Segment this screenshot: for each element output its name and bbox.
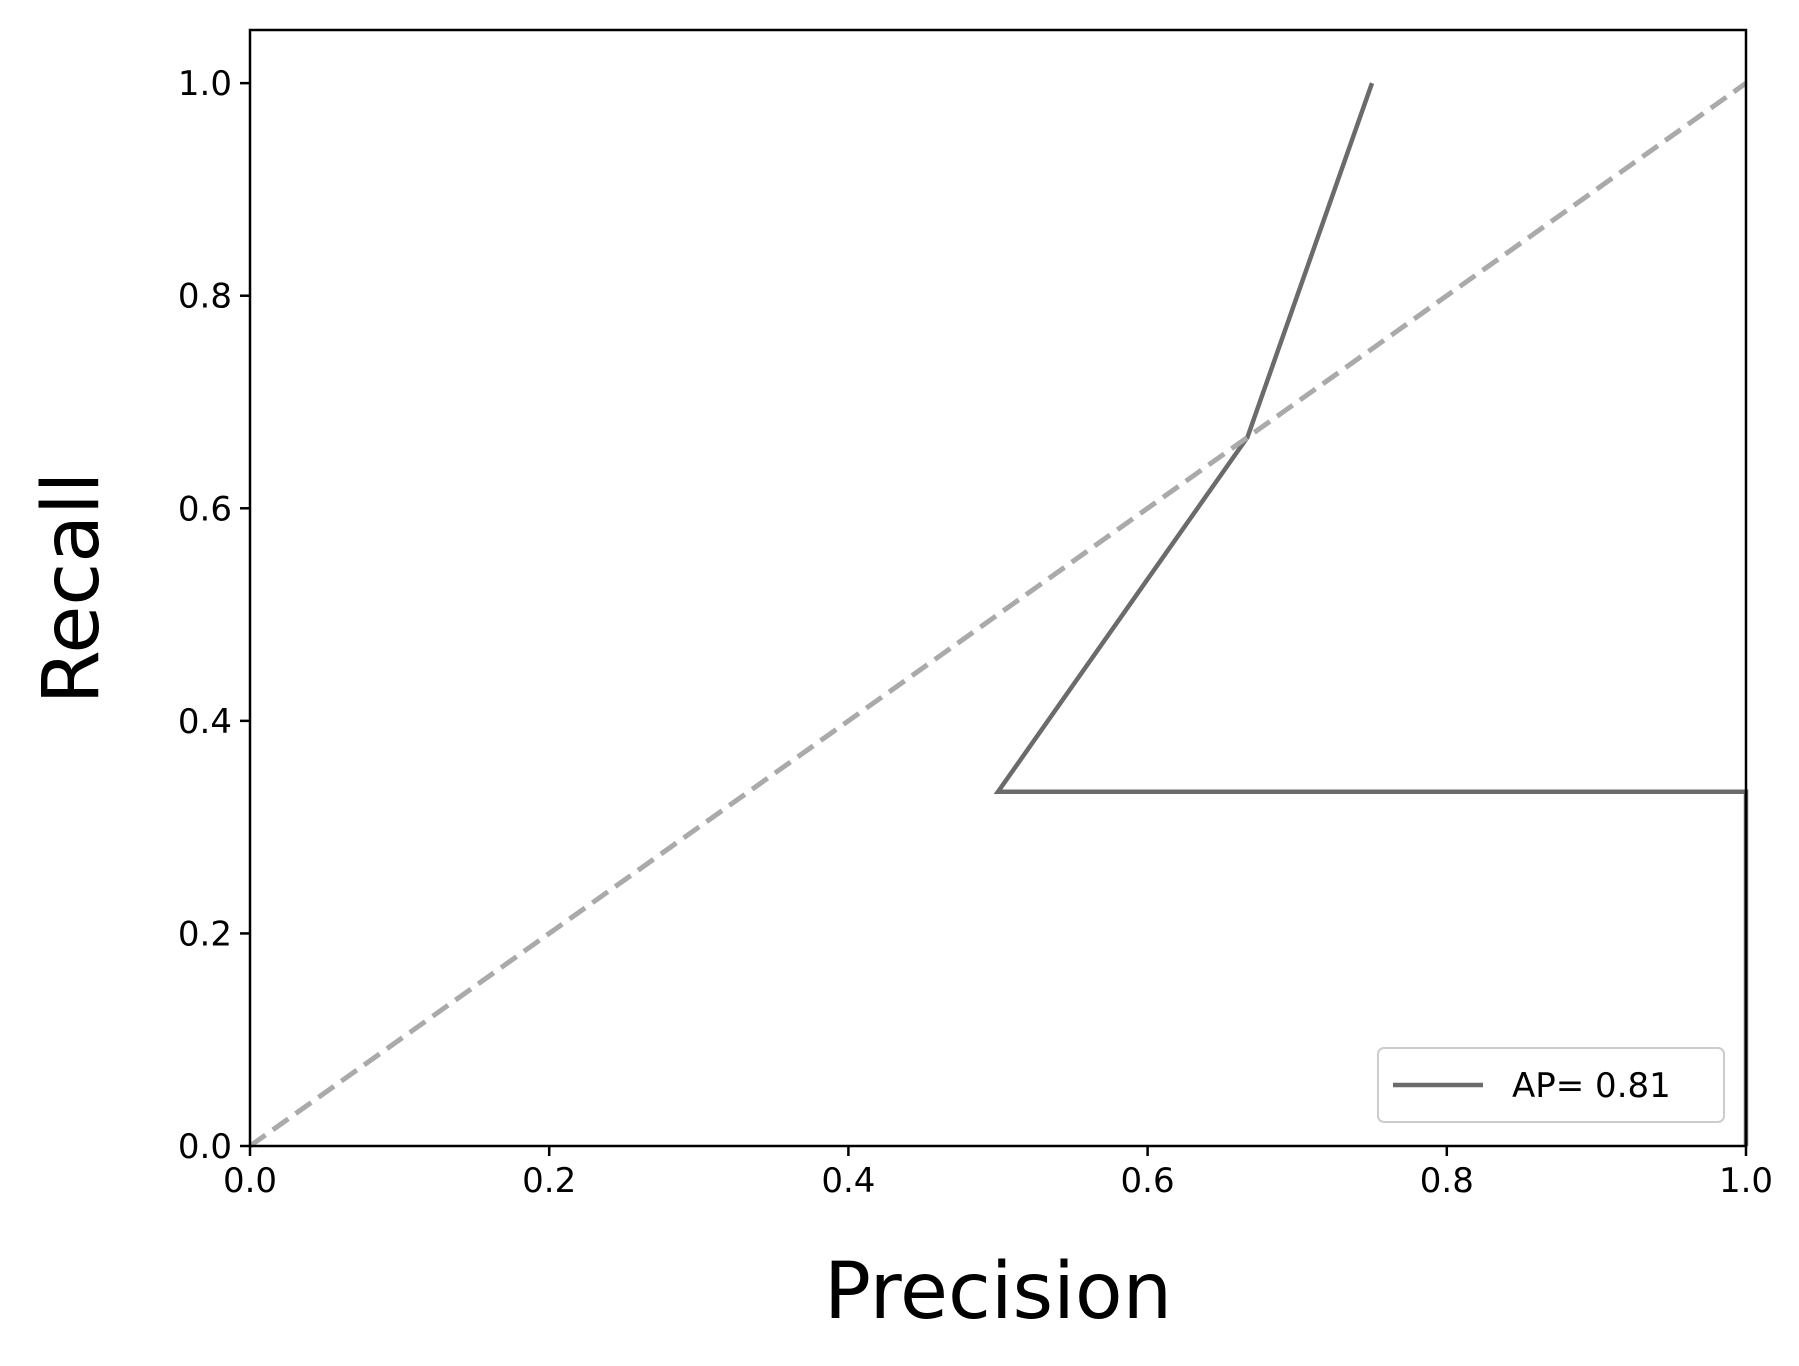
legend-label: AP= 0.81: [1512, 1066, 1671, 1106]
x-tick-label: 1.0: [1719, 1161, 1773, 1201]
y-axis-ticks: 0.0 0.2 0.4 0.6 0.8 1.0: [178, 64, 250, 1167]
x-tick-label: 0.4: [821, 1161, 875, 1201]
x-tick-label: 0.0: [223, 1161, 277, 1201]
legend: AP= 0.81: [1377, 1047, 1725, 1123]
diagonal-reference-line: [248, 81, 1748, 1149]
plot-background: [250, 30, 1746, 1146]
x-tick-label: 0.2: [522, 1161, 576, 1201]
x-tick-label: 0.8: [1420, 1161, 1474, 1201]
plot-frame: [248, 28, 1748, 1148]
y-tick-label: 0.8: [178, 277, 232, 317]
y-tick-label: 0.4: [178, 702, 232, 742]
x-axis-title: Precision: [824, 1247, 1172, 1337]
y-tick-label: 1.0: [178, 64, 232, 104]
legend-box: [1377, 1047, 1725, 1123]
x-tick-label: 0.6: [1121, 1161, 1175, 1201]
x-axis-ticks: 0.0 0.2 0.4 0.6 0.8 1.0: [223, 1146, 1773, 1201]
y-tick-label: 0.6: [178, 489, 232, 529]
y-axis-title: Recall: [27, 472, 117, 705]
y-tick-label: 0.0: [178, 1127, 232, 1167]
y-tick-label: 0.2: [178, 914, 232, 954]
